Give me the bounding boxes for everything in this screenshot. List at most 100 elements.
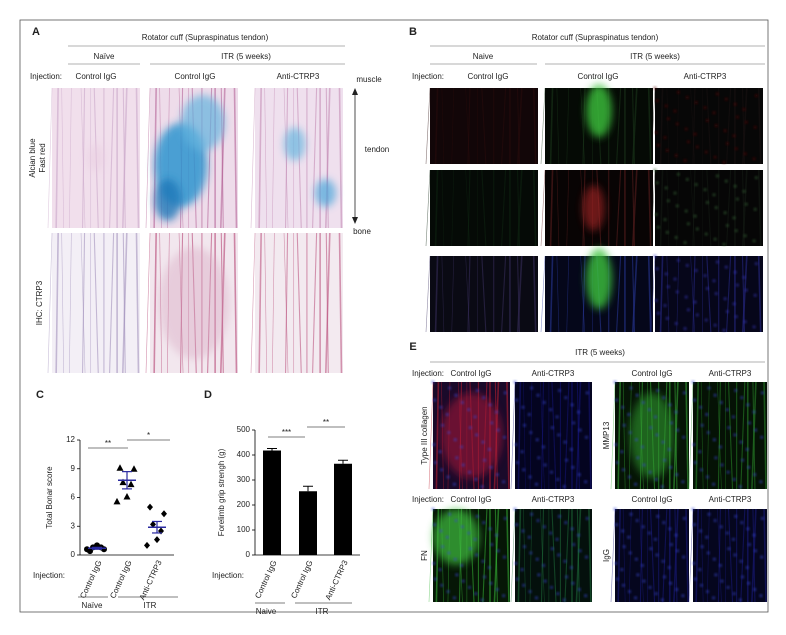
micrograph-dot bbox=[655, 267, 659, 271]
micrograph-streak bbox=[135, 87, 140, 229]
micrograph-dot bbox=[439, 405, 443, 409]
micrograph-dot bbox=[675, 290, 679, 294]
row-label: Type III collagen bbox=[420, 406, 429, 464]
micrograph-dot bbox=[628, 551, 632, 555]
micrograph bbox=[250, 232, 343, 374]
micrograph-dot bbox=[736, 115, 739, 119]
micrograph-streak bbox=[441, 87, 445, 165]
micrograph-streak bbox=[700, 381, 704, 490]
micrograph bbox=[47, 232, 140, 374]
micrograph-dot bbox=[529, 431, 533, 434]
micrograph-streak bbox=[650, 255, 656, 333]
micrograph-dot bbox=[440, 468, 444, 472]
micrograph-streak bbox=[706, 169, 712, 247]
micrograph-dot bbox=[614, 443, 618, 446]
micrograph-streak bbox=[501, 169, 507, 247]
micrograph-streak bbox=[632, 169, 638, 247]
micrograph-dot bbox=[720, 463, 724, 467]
micrograph-streak bbox=[517, 169, 523, 247]
panel-letter: D bbox=[204, 389, 212, 401]
micrograph-dot bbox=[562, 598, 566, 602]
micrograph-dot bbox=[675, 204, 679, 208]
micrograph-dot bbox=[571, 581, 575, 585]
error-bar bbox=[92, 546, 102, 550]
micrograph-dot bbox=[752, 325, 756, 329]
micrograph bbox=[428, 507, 510, 603]
micrograph-dot bbox=[535, 557, 539, 561]
micrograph-dot bbox=[530, 512, 533, 516]
micrograph-dot bbox=[570, 527, 574, 531]
micrograph-dot bbox=[460, 445, 463, 449]
micrograph-dot bbox=[585, 436, 588, 439]
micrograph-dot bbox=[483, 458, 486, 462]
micrograph-dot bbox=[570, 403, 574, 407]
micrograph bbox=[425, 87, 538, 165]
micrograph-streak bbox=[564, 381, 570, 490]
micrograph-dot bbox=[453, 596, 456, 600]
group-label: ITR bbox=[316, 607, 329, 616]
arrow-head bbox=[352, 88, 358, 95]
micrograph-dot bbox=[706, 590, 709, 593]
micrograph-streak bbox=[338, 232, 343, 374]
micrograph-dot bbox=[503, 391, 507, 395]
micrograph-dot bbox=[649, 547, 653, 551]
micrograph-streak bbox=[233, 87, 238, 229]
micrograph-dot bbox=[734, 315, 738, 318]
data-point bbox=[154, 536, 160, 544]
micrograph-dot bbox=[714, 206, 718, 209]
micrograph-streak bbox=[441, 255, 445, 333]
micrograph-dot bbox=[438, 450, 442, 454]
micrograph-streak bbox=[435, 381, 440, 490]
x-tick-label: Control IgG bbox=[108, 559, 133, 600]
micrograph-dot bbox=[536, 393, 540, 397]
micrograph-streak bbox=[741, 255, 746, 333]
micrograph-dot bbox=[476, 389, 479, 392]
micrograph-dot bbox=[622, 468, 625, 472]
micrograph-dot bbox=[732, 216, 736, 220]
micrograph-dot bbox=[734, 515, 738, 518]
micrograph-dot bbox=[528, 590, 532, 593]
micrograph-streak bbox=[451, 255, 455, 333]
micrograph-streak bbox=[540, 508, 545, 603]
micrograph-streak bbox=[47, 232, 53, 374]
micrograph-streak bbox=[264, 87, 267, 229]
micrograph-dot bbox=[741, 575, 744, 579]
row-label: Alcian blue bbox=[28, 138, 37, 178]
micrograph-dot bbox=[665, 149, 669, 152]
micrograph-dot bbox=[684, 295, 688, 299]
micrograph-dot bbox=[663, 304, 667, 307]
micrograph-dot bbox=[662, 396, 666, 399]
micrograph-dot bbox=[692, 562, 696, 565]
micrograph-dot bbox=[563, 440, 567, 444]
micrograph-dot bbox=[755, 176, 758, 179]
micrograph-dot bbox=[655, 433, 659, 437]
micrograph-dot bbox=[455, 456, 459, 460]
micrograph-streak bbox=[706, 508, 710, 603]
micrograph-streak bbox=[566, 255, 570, 333]
micrograph-streak bbox=[285, 232, 289, 374]
micrograph-dot bbox=[656, 389, 660, 392]
micrograph-dot bbox=[515, 398, 518, 402]
micrograph-dot bbox=[521, 529, 525, 533]
micrograph-dot bbox=[564, 396, 568, 399]
micrograph-dot bbox=[557, 553, 560, 557]
micrograph-dot bbox=[694, 269, 698, 272]
micrograph bbox=[425, 169, 538, 247]
micrograph-streak bbox=[285, 87, 289, 229]
micrograph-dot bbox=[753, 588, 757, 591]
micrograph-streak bbox=[122, 232, 126, 374]
significance-label: * bbox=[147, 431, 150, 440]
micrograph-streak bbox=[434, 169, 439, 247]
micrograph-streak bbox=[529, 508, 533, 603]
micrograph-dot bbox=[549, 531, 553, 535]
micrograph-streak bbox=[451, 169, 455, 247]
error-bar bbox=[338, 459, 348, 464]
micrograph-dot bbox=[675, 588, 679, 591]
micrograph-dot bbox=[674, 154, 678, 157]
error-bar bbox=[122, 471, 132, 490]
group-label: Naive bbox=[256, 607, 277, 616]
micrograph-dot bbox=[744, 202, 748, 206]
micrograph-dot bbox=[653, 254, 657, 258]
micrograph-streak bbox=[632, 87, 638, 165]
micrograph-dot bbox=[523, 423, 526, 427]
